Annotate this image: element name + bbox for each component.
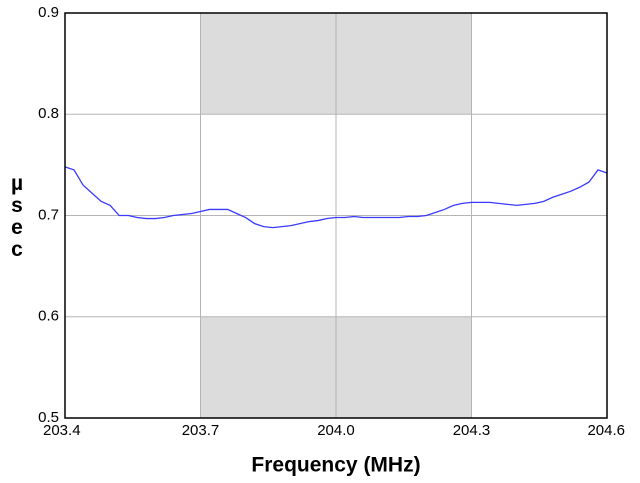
x-axis-label: Frequency (MHz) xyxy=(251,454,420,477)
y-tick-label: 0.9 xyxy=(38,4,59,21)
x-tick-label: 203.4 xyxy=(43,422,81,439)
data-line xyxy=(64,166,608,229)
y-axis-label: µsec xyxy=(10,172,24,261)
x-tick-label: 204.0 xyxy=(317,422,355,439)
y-tick-label: 0.6 xyxy=(38,308,59,325)
x-tick-label: 203.7 xyxy=(182,422,220,439)
y-tick-label: 0.8 xyxy=(38,105,59,122)
x-tick-label: 204.3 xyxy=(453,422,491,439)
plot-border xyxy=(64,12,608,419)
y-tick-label: 0.5 xyxy=(38,409,59,426)
x-tick-label: 204.6 xyxy=(587,422,625,439)
y-tick-label: 0.7 xyxy=(38,206,59,223)
